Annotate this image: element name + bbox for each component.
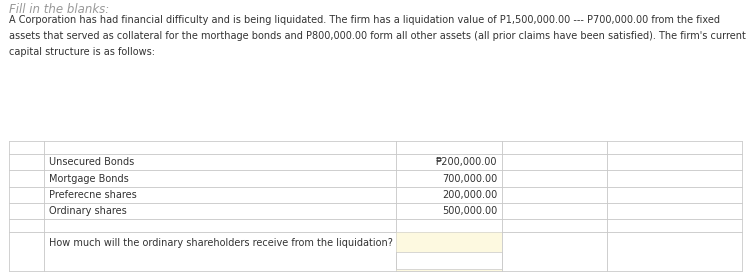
Bar xyxy=(502,187,607,203)
Bar xyxy=(607,141,742,154)
Bar xyxy=(396,187,502,203)
Bar xyxy=(607,203,742,219)
Bar xyxy=(396,219,502,232)
Bar xyxy=(9,141,44,154)
Bar xyxy=(396,252,502,269)
Text: How much will the ordinary shareholders receive from the liquidation?: How much will the ordinary shareholders … xyxy=(49,238,393,248)
Bar xyxy=(44,203,396,219)
Text: Unsecured Bonds: Unsecured Bonds xyxy=(49,157,134,167)
Bar xyxy=(396,232,502,252)
Bar xyxy=(396,171,502,187)
Bar xyxy=(44,187,396,203)
Bar xyxy=(44,219,396,232)
Bar xyxy=(9,203,44,219)
Bar xyxy=(44,232,396,271)
Bar xyxy=(502,154,607,171)
Bar xyxy=(502,232,607,271)
Text: Preferecne shares: Preferecne shares xyxy=(49,190,137,200)
Bar xyxy=(396,269,502,271)
Bar xyxy=(502,219,607,232)
Bar xyxy=(607,219,742,232)
Text: Fill in the blanks:: Fill in the blanks: xyxy=(9,3,109,16)
Bar xyxy=(396,154,502,171)
Bar xyxy=(607,154,742,171)
Text: 200,000.00: 200,000.00 xyxy=(442,190,497,200)
Bar xyxy=(9,219,44,232)
Bar xyxy=(9,187,44,203)
Bar xyxy=(502,141,607,154)
Text: 700,000.00: 700,000.00 xyxy=(442,174,497,184)
Bar xyxy=(44,171,396,187)
Bar xyxy=(9,154,44,171)
Bar xyxy=(502,171,607,187)
Bar xyxy=(607,171,742,187)
Text: capital structure is as follows:: capital structure is as follows: xyxy=(9,47,155,57)
Text: Mortgage Bonds: Mortgage Bonds xyxy=(49,174,128,184)
Text: assets that served as collateral for the morthage bonds and P800,000.00 form all: assets that served as collateral for the… xyxy=(9,31,746,41)
Bar xyxy=(44,141,396,154)
Text: 500,000.00: 500,000.00 xyxy=(442,206,497,216)
Bar xyxy=(9,232,44,271)
Text: ₱200,000.00: ₱200,000.00 xyxy=(436,157,497,167)
Bar xyxy=(607,187,742,203)
Bar xyxy=(607,232,742,271)
Bar xyxy=(502,203,607,219)
Text: A Corporation has had financial difficulty and is being liquidated. The firm has: A Corporation has had financial difficul… xyxy=(9,15,720,25)
Bar xyxy=(9,171,44,187)
Bar xyxy=(396,141,502,154)
Bar xyxy=(396,203,502,219)
Text: Ordinary shares: Ordinary shares xyxy=(49,206,126,216)
Bar xyxy=(396,232,502,271)
Bar xyxy=(44,154,396,171)
